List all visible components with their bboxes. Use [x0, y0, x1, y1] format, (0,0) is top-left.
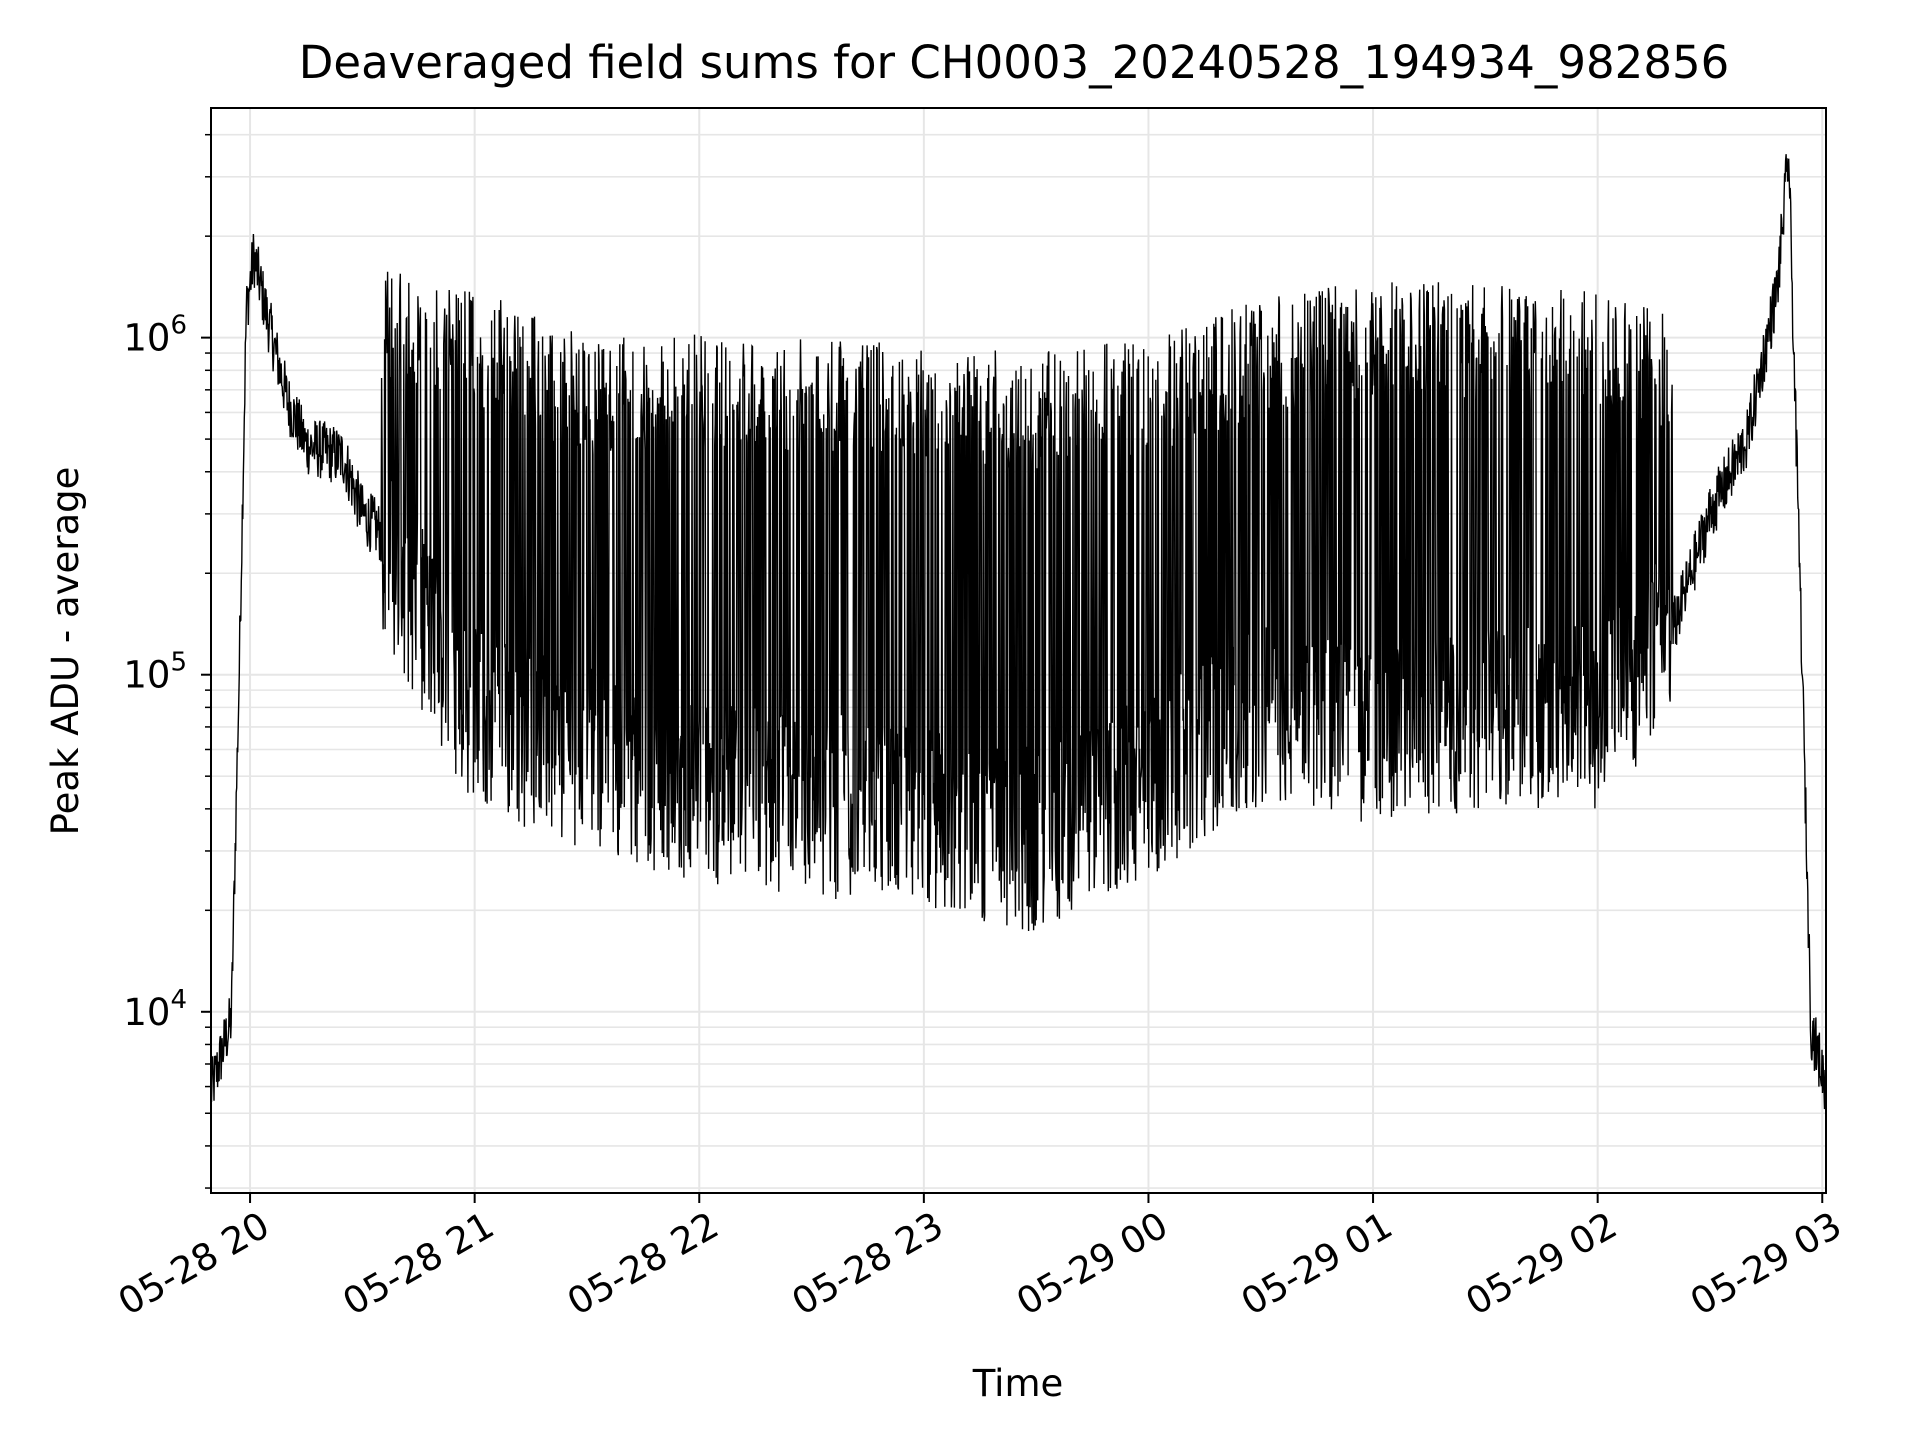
- series-line: [210, 154, 1827, 1110]
- series-layer: [210, 154, 1827, 1110]
- plot-frame: [210, 107, 1827, 1194]
- chart-title: Deaveraged field sums for CH0003_2024052…: [299, 36, 1729, 89]
- x-axis-label: Time: [972, 1362, 1064, 1405]
- y-tick-label: 104: [123, 985, 187, 1034]
- y-axis-label: Peak ADU - average: [44, 467, 87, 836]
- y-tick-label: 106: [123, 311, 187, 360]
- y-axis: 104 105 106: [123, 133, 211, 1189]
- y-tick-label: 105: [123, 648, 187, 697]
